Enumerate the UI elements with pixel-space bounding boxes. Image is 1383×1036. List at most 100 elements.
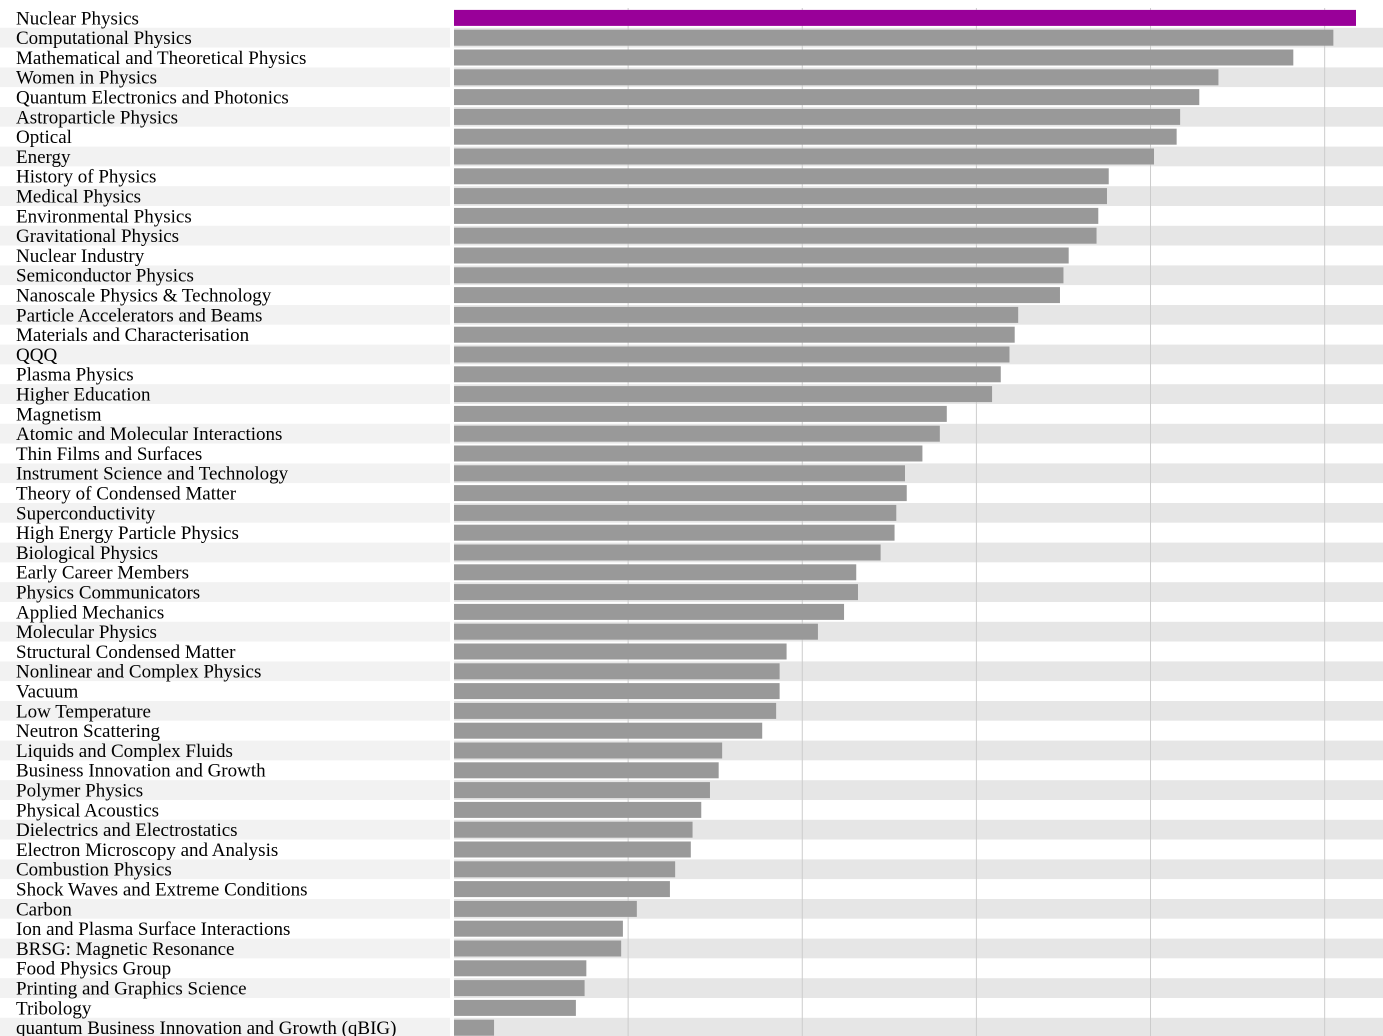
- label-row-background: [0, 661, 450, 682]
- category-label: Low Temperature: [16, 701, 151, 722]
- label-row-background: [0, 344, 450, 365]
- bar: [454, 128, 1177, 145]
- label-row-background: [0, 364, 450, 385]
- label-row-background: [0, 186, 450, 206]
- label-row-background: [0, 285, 450, 305]
- label-row-background: [0, 324, 450, 345]
- category-label: Nonlinear and Complex Physics: [16, 662, 261, 683]
- label-row-background: [0, 463, 450, 484]
- category-label: Theory of Condensed Matter: [16, 484, 237, 505]
- category-label: QQQ: [16, 345, 57, 366]
- category-label: Food Physics Group: [16, 959, 171, 980]
- category-label: Materials and Characterisation: [16, 325, 250, 346]
- bar: [454, 405, 947, 422]
- bar: [454, 900, 637, 917]
- category-label: Neutron Scattering: [16, 721, 161, 742]
- bar: [454, 108, 1181, 125]
- label-row-background: [0, 206, 450, 226]
- label-row-background: [0, 27, 450, 48]
- label-row-background: [0, 542, 450, 563]
- label-row-background: [0, 740, 450, 761]
- category-label: quantum Business Innovation and Growth (…: [16, 1018, 396, 1036]
- label-row-background: [0, 503, 450, 523]
- bar: [454, 227, 1097, 244]
- category-label: Nuclear Industry: [16, 246, 145, 267]
- bar: [454, 524, 895, 541]
- bar: [454, 89, 1200, 106]
- bar: [454, 168, 1109, 185]
- category-label: Quantum Electronics and Photonics: [16, 88, 289, 109]
- bar: [454, 1019, 495, 1036]
- category-label: Shock Waves and Extreme Conditions: [16, 880, 308, 901]
- category-label: Gravitational Physics: [16, 226, 179, 247]
- label-row-background: [0, 126, 450, 147]
- bar: [454, 346, 1010, 363]
- category-label: Atomic and Molecular Interactions: [16, 424, 282, 445]
- plot-row-background: [454, 958, 1383, 979]
- bar: [454, 504, 897, 521]
- label-row-background: [0, 47, 450, 68]
- label-row-background: [0, 819, 450, 840]
- label-row-background: [0, 958, 450, 979]
- category-label: Electron Microscopy and Analysis: [16, 840, 278, 861]
- category-label: Biological Physics: [16, 543, 158, 564]
- bar: [454, 623, 818, 640]
- plot-row-background: [454, 1017, 1383, 1036]
- label-row-background: [0, 265, 450, 286]
- label-row-background: [0, 87, 450, 107]
- bar: [454, 999, 576, 1016]
- category-label: Semiconductor Physics: [16, 266, 194, 287]
- bar: [454, 762, 719, 779]
- category-label: Tribology: [16, 998, 92, 1019]
- label-row-background: [0, 245, 450, 266]
- category-label: Molecular Physics: [16, 622, 157, 643]
- bar: [454, 663, 780, 680]
- category-label: Higher Education: [16, 385, 151, 406]
- label-row-background: [0, 107, 450, 127]
- category-label: Plasma Physics: [16, 365, 134, 386]
- bar: [454, 485, 907, 502]
- bar: [454, 544, 881, 561]
- label-row-background: [0, 800, 450, 820]
- category-label: BRSG: Magnetic Resonance: [16, 939, 234, 960]
- bar: [454, 267, 1064, 284]
- bar: [454, 603, 845, 620]
- category-label: Mathematical and Theoretical Physics: [16, 48, 306, 69]
- label-row-background: [0, 978, 450, 998]
- label-row-background: [0, 305, 450, 325]
- bar: [454, 9, 1356, 26]
- bar: [454, 386, 993, 403]
- label-row-background: [0, 839, 450, 860]
- label-row-background: [0, 384, 450, 404]
- bar: [454, 584, 858, 601]
- category-label: Thin Films and Surfaces: [16, 444, 202, 465]
- label-row-background: [0, 443, 450, 464]
- bar: [454, 881, 670, 898]
- label-row-background: [0, 602, 450, 622]
- category-label: Physics Communicators: [16, 583, 200, 604]
- label-row-background: [0, 67, 450, 88]
- bar: [454, 148, 1155, 165]
- category-label: Liquids and Complex Fluids: [16, 741, 233, 762]
- category-label: Vacuum: [16, 682, 78, 703]
- bar: [454, 29, 1334, 46]
- label-row-background: [0, 681, 450, 701]
- label-row-background: [0, 938, 450, 959]
- category-label: Astroparticle Physics: [16, 107, 178, 128]
- category-label: Combustion Physics: [16, 860, 172, 881]
- category-label: Superconductivity: [16, 503, 156, 524]
- label-row-background: [0, 879, 450, 899]
- label-row-background: [0, 166, 450, 187]
- category-label: Business Innovation and Growth: [16, 761, 266, 782]
- label-row-background: [0, 760, 450, 781]
- bars: [454, 9, 1356, 1036]
- category-label: Polymer Physics: [16, 781, 143, 802]
- label-row-background: [0, 562, 450, 583]
- category-label: Dielectrics and Electrostatics: [16, 820, 238, 841]
- label-row-background: [0, 522, 450, 543]
- category-label: Energy: [16, 147, 71, 168]
- label-row-background: [0, 998, 450, 1018]
- bar: [454, 69, 1219, 86]
- bar: [454, 683, 780, 700]
- label-row-background: [0, 225, 450, 246]
